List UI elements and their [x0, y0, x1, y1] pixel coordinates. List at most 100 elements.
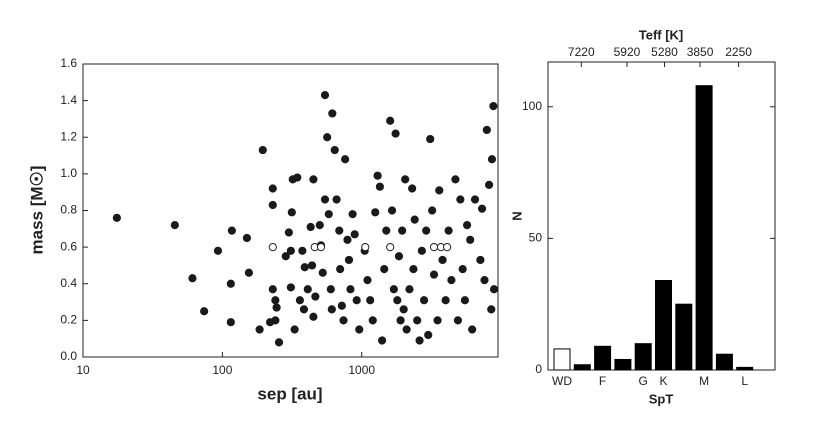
- data-point: [402, 325, 411, 334]
- data-point: [380, 265, 389, 274]
- bar: [736, 366, 754, 371]
- data-point: [306, 222, 315, 232]
- data-point: [386, 116, 395, 125]
- top-tick-label: 5280: [651, 45, 678, 59]
- data-point: [476, 255, 485, 265]
- bar: [675, 303, 693, 371]
- data-point: [330, 145, 339, 155]
- data-point: [320, 195, 330, 204]
- data-point: [409, 265, 418, 274]
- data-point: [268, 243, 277, 252]
- y-tick-label: 0: [535, 362, 542, 376]
- x-tick-label: K: [659, 374, 667, 388]
- x-tick-label: 100: [212, 363, 232, 377]
- data-point: [332, 195, 341, 204]
- bar: [634, 343, 652, 371]
- top-tick-label: 5920: [614, 45, 641, 59]
- bar: [553, 348, 571, 371]
- data-point: [417, 246, 426, 255]
- data-point: [339, 316, 348, 325]
- data-point: [453, 316, 463, 325]
- data-point: [286, 246, 295, 255]
- data-point: [484, 180, 494, 189]
- top-tick-label: 2250: [725, 45, 752, 59]
- data-point: [318, 268, 327, 277]
- data-point: [170, 221, 179, 230]
- data-point: [265, 318, 275, 327]
- x-tick-label: G: [639, 374, 648, 388]
- data-point: [468, 325, 477, 334]
- data-point: [426, 134, 435, 144]
- data-point: [415, 336, 424, 345]
- data-point: [344, 255, 354, 265]
- y-tick-label: 0.2: [60, 313, 77, 327]
- data-point: [366, 296, 375, 305]
- y-axis-label: N: [509, 211, 524, 220]
- data-point: [429, 270, 439, 279]
- data-point: [293, 173, 302, 182]
- data-point: [335, 226, 344, 235]
- data-point: [419, 296, 429, 305]
- top-tick-label: 7220: [568, 45, 595, 59]
- y-tick-label: 0.6: [60, 239, 77, 253]
- data-point: [327, 305, 336, 314]
- data-point: [413, 316, 422, 325]
- x-tick-label: L: [741, 374, 748, 388]
- data-point: [371, 208, 380, 217]
- data-point: [352, 296, 361, 305]
- data-point: [382, 226, 391, 235]
- x-tick-label: WD: [552, 374, 572, 388]
- data-point: [378, 336, 387, 345]
- y-tick-label: 1.2: [60, 129, 77, 143]
- data-point: [323, 133, 332, 142]
- data-point: [287, 208, 296, 217]
- data-point: [268, 200, 277, 210]
- top-tick-label: 3850: [687, 45, 714, 59]
- data-point: [433, 316, 442, 325]
- y-tick-label: 0.4: [60, 276, 77, 290]
- data-point: [272, 303, 281, 312]
- data-point: [480, 275, 489, 285]
- data-point: [438, 255, 447, 265]
- data-point: [227, 226, 236, 235]
- data-point: [387, 206, 397, 215]
- data-point: [428, 206, 437, 215]
- data-point: [281, 252, 290, 261]
- y-tick-label: 0.0: [60, 349, 77, 363]
- y-tick-label: 100: [522, 99, 542, 113]
- x-axis-label: sep [au]: [257, 384, 322, 403]
- data-point: [489, 102, 498, 111]
- data-point: [456, 195, 465, 204]
- y-tick-label: 1.0: [60, 166, 77, 180]
- x-axis-label: SpT: [649, 391, 674, 406]
- data-point: [386, 243, 395, 252]
- bar: [614, 358, 632, 371]
- data-point: [326, 285, 335, 294]
- data-point: [316, 243, 326, 252]
- data-point: [350, 230, 359, 239]
- data-point: [242, 233, 252, 243]
- data-point: [303, 285, 312, 294]
- data-point: [298, 246, 307, 255]
- data-point: [286, 283, 295, 292]
- data-point: [405, 285, 414, 294]
- bar: [594, 345, 612, 371]
- data-point: [320, 91, 330, 100]
- data-point: [396, 316, 405, 325]
- data-point: [375, 182, 385, 191]
- data-point: [244, 268, 253, 277]
- data-point: [284, 228, 293, 237]
- data-point: [324, 210, 333, 219]
- data-point: [398, 226, 407, 235]
- bar: [695, 85, 713, 371]
- data-point: [309, 175, 318, 184]
- data-point: [188, 274, 197, 283]
- data-point: [363, 275, 372, 285]
- data-point: [274, 338, 284, 347]
- data-point: [443, 243, 452, 252]
- data-point: [307, 261, 317, 270]
- data-point: [441, 296, 450, 305]
- data-point: [336, 265, 345, 274]
- data-point: [460, 296, 470, 305]
